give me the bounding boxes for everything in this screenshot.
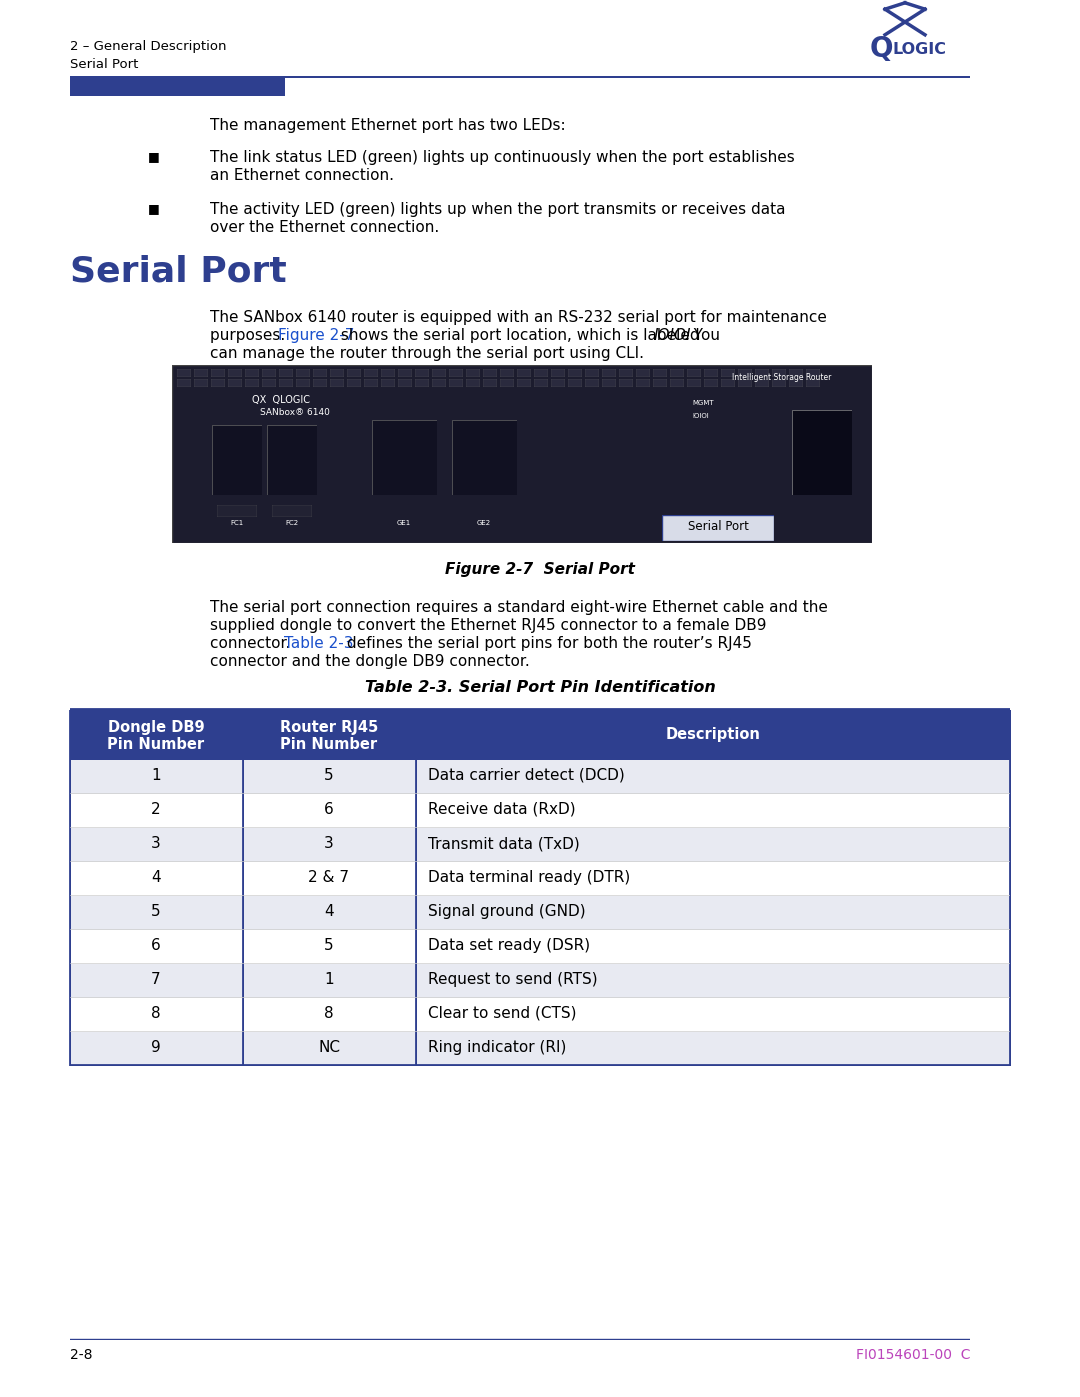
Text: 9: 9 — [151, 1039, 161, 1055]
Text: ■: ■ — [148, 149, 160, 163]
Text: Pin Number: Pin Number — [107, 738, 204, 752]
Text: Description: Description — [665, 726, 760, 742]
Text: 6: 6 — [151, 937, 161, 953]
Text: FI0154601-00  C: FI0154601-00 C — [855, 1348, 970, 1362]
Text: QX  QLOGIC: QX QLOGIC — [252, 395, 310, 405]
Text: Clear to send (CTS): Clear to send (CTS) — [428, 1006, 577, 1021]
Text: The management Ethernet port has two LEDs:: The management Ethernet port has two LED… — [210, 117, 566, 133]
Text: NC: NC — [318, 1039, 340, 1055]
Text: Data terminal ready (DTR): Data terminal ready (DTR) — [428, 870, 631, 886]
Text: Receive data (RxD): Receive data (RxD) — [428, 802, 576, 817]
Text: MGMT: MGMT — [692, 400, 714, 407]
Text: connector.: connector. — [210, 636, 295, 651]
Text: Router RJ45: Router RJ45 — [280, 719, 378, 735]
Text: purposes.: purposes. — [210, 328, 291, 344]
Text: 8: 8 — [151, 1006, 161, 1021]
Text: Data set ready (DSR): Data set ready (DSR) — [428, 937, 590, 953]
Text: 2 & 7: 2 & 7 — [309, 870, 350, 886]
Text: Signal ground (GND): Signal ground (GND) — [428, 904, 585, 919]
Text: 2-8: 2-8 — [70, 1348, 93, 1362]
Text: Figure 2-7: Figure 2-7 — [278, 328, 354, 344]
Text: shows the serial port location, which is labeled: shows the serial port location, which is… — [336, 328, 704, 344]
Text: Dongle DB9: Dongle DB9 — [108, 719, 204, 735]
Text: supplied dongle to convert the Ethernet RJ45 connector to a female DB9: supplied dongle to convert the Ethernet … — [210, 617, 767, 633]
Text: ■: ■ — [148, 203, 160, 215]
Text: 4: 4 — [151, 870, 161, 886]
Text: over the Ethernet connection.: over the Ethernet connection. — [210, 219, 440, 235]
Text: defines the serial port pins for both the router’s RJ45: defines the serial port pins for both th… — [342, 636, 752, 651]
Text: LOGIC: LOGIC — [892, 42, 946, 57]
Text: 8: 8 — [324, 1006, 334, 1021]
Text: Serial Port: Serial Port — [70, 59, 138, 71]
Text: 5: 5 — [324, 937, 334, 953]
Text: The link status LED (green) lights up continuously when the port establishes: The link status LED (green) lights up co… — [210, 149, 795, 165]
Text: Table 2-3. Serial Port Pin Identification: Table 2-3. Serial Port Pin Identificatio… — [365, 680, 715, 694]
Text: Intelligent Storage Router: Intelligent Storage Router — [732, 373, 832, 381]
Text: Serial Port: Serial Port — [688, 520, 748, 534]
Text: GE1: GE1 — [396, 520, 411, 527]
Text: Pin Number: Pin Number — [281, 738, 378, 752]
Text: SANbox® 6140: SANbox® 6140 — [260, 408, 329, 416]
Text: GE2: GE2 — [477, 520, 491, 527]
Text: IOIOI: IOIOI — [654, 328, 691, 344]
Text: . You: . You — [684, 328, 720, 344]
Text: 7: 7 — [151, 972, 161, 988]
Text: 5: 5 — [151, 904, 161, 919]
Text: Ring indicator (RI): Ring indicator (RI) — [428, 1039, 566, 1055]
Text: 6: 6 — [324, 802, 334, 817]
Text: can manage the router through the serial port using CLI.: can manage the router through the serial… — [210, 346, 644, 360]
Text: Request to send (RTS): Request to send (RTS) — [428, 972, 597, 988]
Text: Transmit data (TxD): Transmit data (TxD) — [428, 835, 580, 851]
Text: Q: Q — [870, 35, 893, 63]
Text: IOIOI: IOIOI — [692, 414, 708, 419]
Text: 5: 5 — [324, 768, 334, 782]
Text: FC1: FC1 — [230, 520, 244, 527]
Text: an Ethernet connection.: an Ethernet connection. — [210, 168, 394, 183]
Text: 3: 3 — [151, 835, 161, 851]
Text: 2: 2 — [151, 802, 161, 817]
Text: 2 – General Description: 2 – General Description — [70, 41, 227, 53]
Text: 1: 1 — [324, 972, 334, 988]
Text: connector and the dongle DB9 connector.: connector and the dongle DB9 connector. — [210, 654, 530, 669]
Text: Figure 2-7  Serial Port: Figure 2-7 Serial Port — [445, 562, 635, 577]
Text: Data carrier detect (DCD): Data carrier detect (DCD) — [428, 768, 624, 782]
Text: FC2: FC2 — [285, 520, 298, 527]
Text: The activity LED (green) lights up when the port transmits or receives data: The activity LED (green) lights up when … — [210, 203, 785, 217]
Text: The serial port connection requires a standard eight-wire Ethernet cable and the: The serial port connection requires a st… — [210, 599, 828, 615]
Text: Serial Port: Serial Port — [70, 254, 287, 288]
Text: 3: 3 — [324, 835, 334, 851]
Text: Table 2-3: Table 2-3 — [284, 636, 353, 651]
Text: 4: 4 — [324, 904, 334, 919]
Text: The SANbox 6140 router is equipped with an RS-232 serial port for maintenance: The SANbox 6140 router is equipped with … — [210, 310, 827, 326]
Text: 1: 1 — [151, 768, 161, 782]
